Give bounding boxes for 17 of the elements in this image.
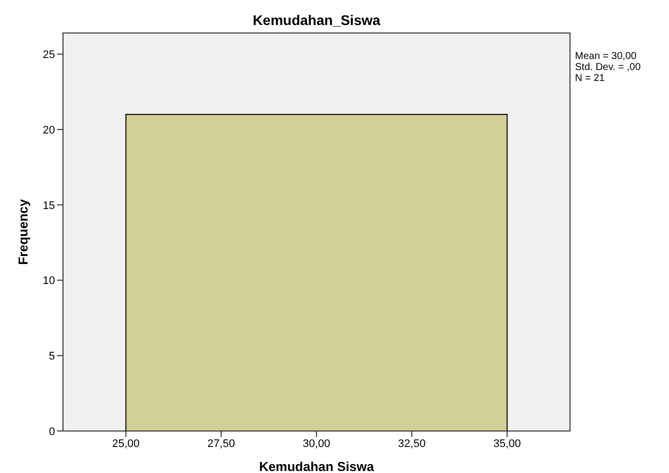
x-tick-label: 32,50 <box>398 438 426 450</box>
y-tick-label: 5 <box>48 350 55 363</box>
text: Mean = 30,00 <box>575 51 638 62</box>
text: Std. Dev. = ,00 <box>575 62 641 73</box>
y-axis-title: Frequency <box>16 198 31 265</box>
x-tick-label: 30,00 <box>302 438 330 450</box>
y-tick-label: 15 <box>42 200 55 212</box>
y-tick-label: 20 <box>42 124 55 136</box>
y-tick-label: 10 <box>42 275 55 288</box>
y-tick-label: 0 <box>48 426 55 438</box>
chart-title: Kemudahan_Siswa <box>252 12 382 28</box>
x-tick-label: 27,50 <box>207 438 235 450</box>
x-tick-label: 35,00 <box>493 438 521 450</box>
text: N = 21 <box>575 73 606 84</box>
x-tick-label: 25,00 <box>112 438 140 450</box>
x-axis-title: Kemudahan Siswa <box>259 459 375 473</box>
y-tick-label: 25 <box>42 49 55 62</box>
